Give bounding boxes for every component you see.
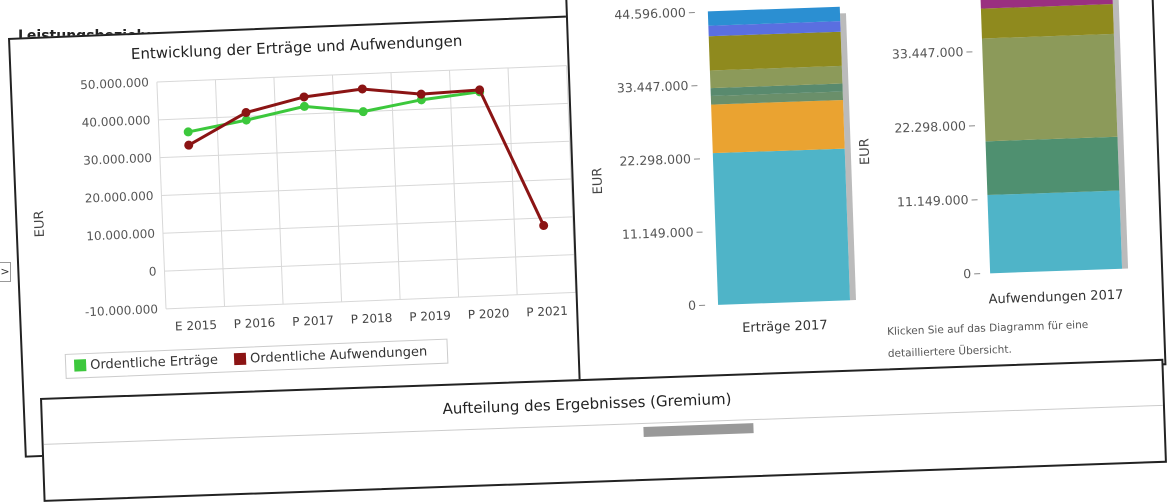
x-tick-label: P 2018	[350, 311, 392, 327]
bar-segment[interactable]	[709, 32, 842, 71]
gridline-h	[161, 179, 571, 195]
y-tick-label: 44.596.000	[614, 5, 686, 22]
x-tick-label: E 2015	[175, 318, 217, 334]
data-point[interactable]	[539, 221, 548, 230]
y-tick-label: 0	[149, 264, 157, 278]
chart-hint: Klicken Sie auf das Diagramm für eine de…	[887, 314, 1090, 365]
gridline-h	[164, 255, 574, 271]
gridline-h	[166, 292, 576, 308]
data-point[interactable]	[299, 92, 308, 101]
data-point[interactable]	[358, 84, 367, 93]
stacked-bar-panel[interactable]: EUR EUR 44.596.00044.596.00033.447.00033…	[565, 0, 1166, 386]
y-tick-label: 22.298.000	[619, 151, 691, 168]
collapse-toggle[interactable]: >	[0, 262, 11, 282]
data-point[interactable]	[184, 127, 193, 136]
y-tick-label: 22.298.000	[894, 118, 966, 135]
bar-label-aufwendungen: Aufwendungen 2017	[988, 288, 1123, 308]
y-tick-label: 10.000.000	[86, 227, 155, 244]
y-axis-label: EUR	[32, 210, 48, 237]
y-tick-label: 20.000.000	[85, 189, 154, 206]
data-point[interactable]	[300, 102, 309, 111]
y-tick-label: 50.000.000	[80, 75, 149, 92]
x-tick-label: P 2021	[526, 304, 568, 320]
y-tick-label: 0	[963, 266, 972, 281]
x-tick-label: P 2019	[409, 308, 451, 324]
x-tick-label: P 2017	[292, 313, 334, 329]
y-tick-label: 33.447.000	[617, 78, 689, 95]
gridline-h	[157, 66, 567, 82]
bar-aufwendungen-2017[interactable]	[980, 0, 1128, 273]
chart-title: Entwicklung der Erträge und Aufwendungen	[131, 32, 463, 63]
y-tick-label: 40.000.000	[81, 113, 150, 130]
y-tick-label: 11.149.000	[622, 224, 694, 241]
bar-segment[interactable]	[711, 100, 845, 153]
legend-item-ertraege[interactable]: Ordentliche Erträge	[74, 353, 218, 374]
table-header-bar	[643, 423, 753, 437]
section-title: Aufteilung des Ergebnisses (Gremium)	[442, 390, 731, 418]
x-tick-label: P 2020	[468, 306, 510, 322]
y-axis-label-left: EUR	[590, 167, 606, 194]
x-tick-label: P 2016	[233, 316, 275, 332]
y-tick-label: 0	[688, 298, 697, 313]
bar-segment[interactable]	[987, 190, 1122, 273]
series-line[interactable]	[187, 82, 544, 240]
legend-swatch-icon	[74, 359, 86, 371]
bar-ertraege-2017[interactable]	[708, 7, 856, 305]
legend-swatch-icon	[234, 353, 246, 365]
bar-segment[interactable]	[713, 149, 850, 305]
legend-item-aufwendungen[interactable]: Ordentliche Aufwendungen	[234, 344, 428, 367]
y-tick-label: 11.149.000	[897, 192, 969, 209]
bar-label-ertraege: Erträge 2017	[742, 318, 828, 336]
data-point[interactable]	[359, 107, 368, 116]
bar-segment[interactable]	[986, 137, 1120, 195]
gridline-h	[163, 217, 573, 233]
legend-label: Ordentliche Erträge	[90, 353, 218, 373]
bar-segment[interactable]	[981, 4, 1114, 38]
bar-segment[interactable]	[982, 34, 1118, 141]
y-axis-label-right: EUR	[857, 138, 873, 165]
y-tick-label: -10.000.000	[85, 302, 159, 319]
y-tick-label: 33.447.000	[892, 44, 964, 61]
y-tick-label: 30.000.000	[83, 151, 152, 168]
legend-label: Ordentliche Aufwendungen	[250, 344, 428, 366]
